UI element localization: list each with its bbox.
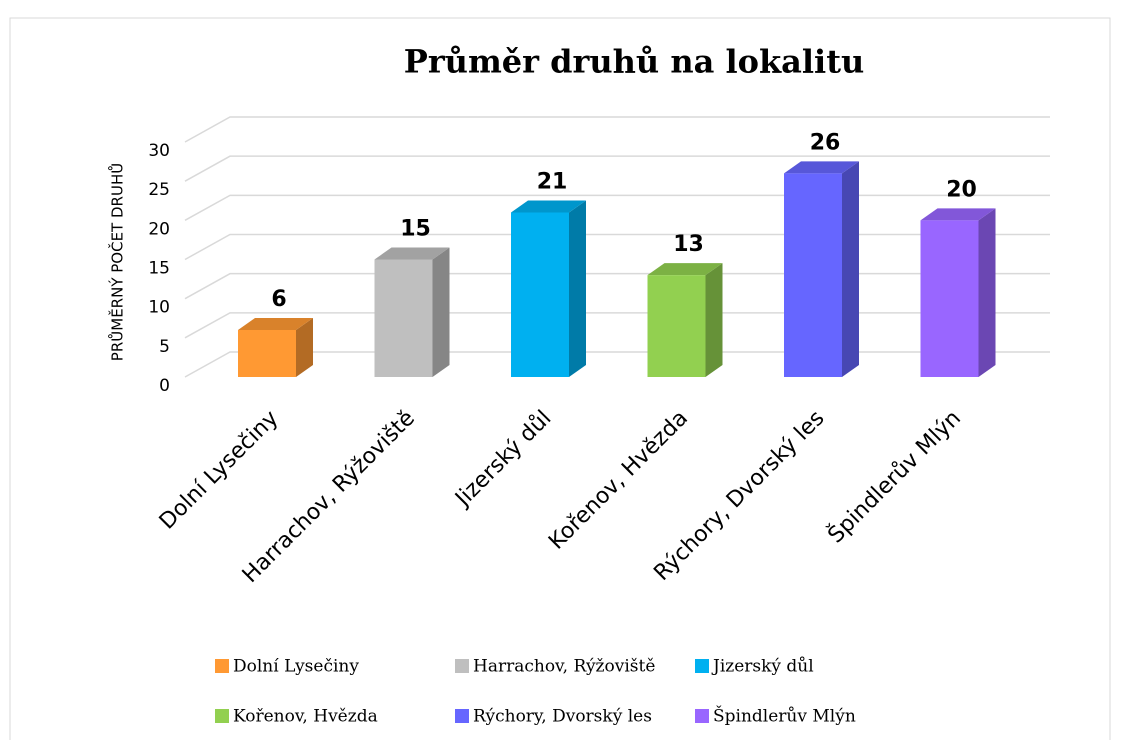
value-label: 21: [537, 170, 568, 195]
grid-line: [184, 155, 1050, 182]
y-axis-title: PRŮMĚRNÝ POČET DRUHŮ: [108, 163, 127, 361]
bar-front: [647, 275, 706, 377]
legend-swatch: [695, 659, 709, 673]
bar-side: [705, 263, 723, 377]
bar-top: [238, 318, 313, 330]
bar-top: [374, 247, 450, 260]
legend-label: Kořenov, Hvězda: [233, 707, 378, 727]
bar-top: [784, 161, 859, 174]
grid-line: [184, 233, 1050, 261]
chart-frame: [9, 17, 1111, 740]
grid-line: [184, 194, 1050, 221]
y-tick-label: 30: [148, 141, 170, 161]
legend-label: Dolní Lysečiny: [233, 657, 359, 677]
legend-swatch: [215, 709, 229, 723]
bar-top: [647, 263, 723, 276]
bar: [238, 318, 313, 377]
bar-side: [842, 161, 859, 377]
legend-label: Harrachov, Rýžoviště: [473, 657, 655, 677]
bar-front: [920, 220, 979, 377]
y-tick-label: 5: [159, 337, 170, 357]
grid-line: [184, 312, 1050, 339]
value-label: 6: [271, 287, 286, 312]
value-label: 15: [400, 217, 431, 242]
legend-swatch: [455, 659, 469, 673]
bar: [647, 263, 723, 377]
legend-label: Rýchory, Dvorský les: [473, 707, 652, 727]
bar: [511, 200, 586, 377]
grid-line: [184, 272, 1050, 300]
bar-front: [374, 259, 433, 377]
legend-label: Jizerský důl: [711, 657, 814, 677]
bar-top: [920, 208, 996, 221]
value-label: 13: [673, 232, 704, 257]
y-tick-label: 10: [148, 298, 170, 318]
value-label: 26: [810, 130, 841, 155]
grid-line: [184, 116, 1050, 143]
legend-swatch: [455, 709, 469, 723]
y-tick-label: 0: [159, 376, 170, 396]
legend-swatch: [695, 709, 709, 723]
bar-front: [238, 330, 296, 377]
bar-top: [511, 200, 586, 213]
bar-side: [569, 200, 586, 377]
grid-line: [184, 351, 1050, 378]
bar: [920, 208, 996, 377]
bar-front: [784, 173, 842, 377]
legend-swatch: [215, 659, 229, 673]
y-tick-label: 15: [148, 259, 170, 279]
bar: [374, 247, 450, 377]
chart-title: Průměr druhů na lokalitu: [404, 43, 864, 81]
bar-side: [432, 247, 450, 377]
legend-label: Špindlerův Mlýn: [713, 706, 856, 727]
bar-side: [296, 318, 313, 377]
y-tick-label: 20: [148, 219, 170, 239]
bar: [784, 161, 859, 377]
bar-front: [511, 212, 569, 377]
value-label: 20: [946, 177, 977, 202]
bar-side: [978, 208, 996, 377]
y-tick-label: 25: [148, 180, 170, 200]
